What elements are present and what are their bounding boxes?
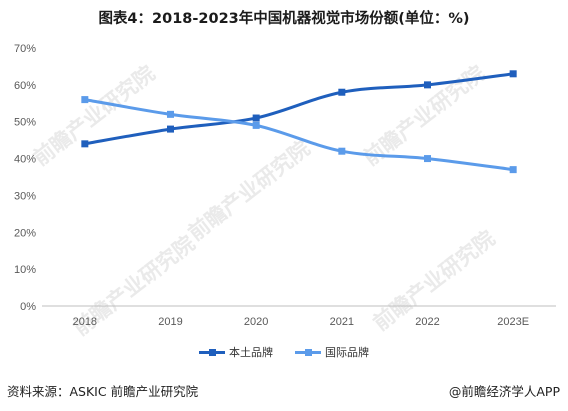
y-tick-label: 50% bbox=[14, 117, 36, 129]
y-tick-label: 30% bbox=[14, 190, 36, 202]
x-tick-label: 2021 bbox=[330, 316, 354, 328]
series-1-point bbox=[509, 166, 517, 174]
series-line-1 bbox=[84, 98, 514, 172]
series-1-point bbox=[424, 155, 431, 163]
chart-legend: 本土品牌 国际品牌 bbox=[0, 344, 568, 360]
series-1-point bbox=[338, 147, 346, 155]
y-tick-label: 0% bbox=[20, 301, 36, 313]
series-0-point bbox=[509, 70, 517, 78]
legend-label-international: 国际品牌 bbox=[325, 346, 369, 359]
legend-swatch-international bbox=[295, 348, 321, 356]
series-0-point bbox=[252, 114, 260, 122]
y-tick-label: 60% bbox=[14, 80, 36, 92]
brand-credit: @前瞻经济学人APP bbox=[448, 384, 560, 399]
series-line-0 bbox=[84, 72, 514, 146]
source-note: 资料来源：ASKIC 前瞻产业研究院 bbox=[7, 384, 199, 399]
series-1-point bbox=[252, 121, 260, 129]
x-tick-label: 2022 bbox=[415, 316, 439, 328]
legend-item-domestic: 本土品牌 bbox=[199, 344, 273, 360]
chart-axes: 0% 10% 20% 30% 40% 50% 60% 70% 2018 2019 2020 2021 2… bbox=[14, 43, 556, 328]
y-tick-label: 20% bbox=[14, 227, 36, 239]
series-1-point bbox=[81, 96, 89, 104]
y-tick-label: 10% bbox=[14, 264, 36, 276]
y-tick-label: 40% bbox=[14, 154, 36, 166]
legend-label-domestic: 本土品牌 bbox=[229, 346, 273, 359]
chart-series bbox=[81, 70, 517, 174]
series-0-point bbox=[424, 81, 431, 89]
chart-title: 图表4：2018-2023年中国机器视觉市场份额(单位：%) bbox=[98, 11, 470, 27]
x-tick-label: 2018 bbox=[73, 316, 97, 328]
y-tick-label: 70% bbox=[14, 43, 36, 55]
x-tick-label: 2019 bbox=[158, 316, 182, 328]
x-tick-label: 2023E bbox=[497, 316, 529, 328]
series-1-point bbox=[167, 110, 174, 118]
series-0-point bbox=[81, 140, 89, 148]
x-tick-label: 2020 bbox=[244, 316, 268, 328]
legend-item-international: 国际品牌 bbox=[295, 344, 369, 360]
series-0-point bbox=[167, 125, 174, 133]
legend-swatch-domestic bbox=[199, 348, 225, 356]
series-0-point bbox=[338, 88, 346, 96]
